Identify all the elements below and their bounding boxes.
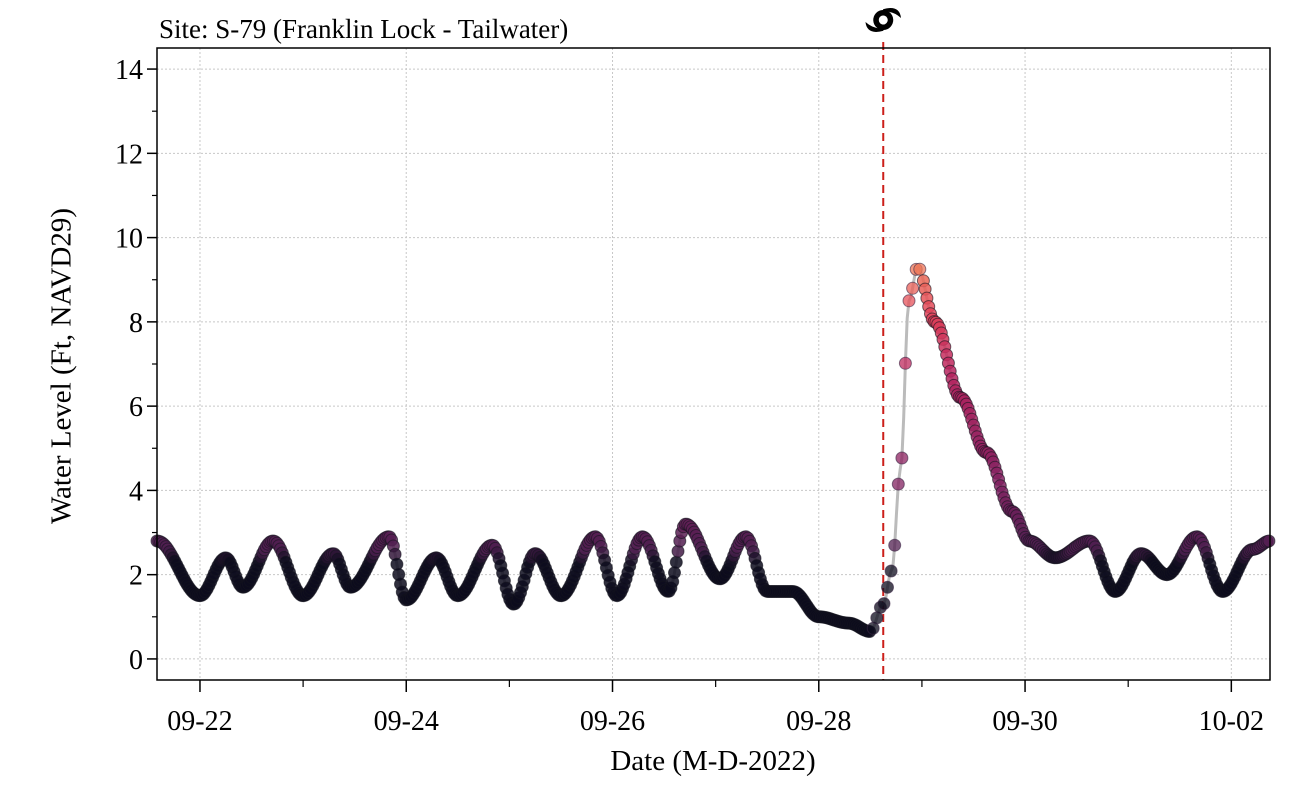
data-point [669, 555, 683, 569]
data-point [1262, 534, 1276, 548]
y-tick-label: 4 [129, 476, 143, 507]
x-tick-label: 09-22 [167, 706, 232, 737]
x-tick-label: 09-30 [992, 706, 1057, 737]
x-tick-label: 09-28 [786, 706, 851, 737]
hurricane-icon [865, 8, 902, 32]
data-point [906, 281, 920, 295]
chart-title: Site: S-79 (Franklin Lock - Tailwater) [159, 14, 569, 44]
data-point [902, 294, 916, 308]
data-point [898, 356, 912, 370]
data-point [884, 564, 898, 578]
y-tick-label: 0 [129, 645, 143, 676]
data-point [888, 538, 902, 552]
data-point [895, 451, 909, 465]
x-tick-label: 09-24 [374, 706, 439, 737]
y-tick-label: 14 [115, 55, 143, 86]
data-point [913, 262, 927, 276]
x-axis-label: Date (M-D-2022) [610, 745, 816, 777]
data-points [150, 262, 1276, 638]
y-axis: 0 2 4 6 8 10 12 14 [115, 55, 157, 676]
data-point [881, 580, 894, 594]
data-point [891, 477, 905, 491]
x-axis: 09-22 09-24 09-26 09-28 09-30 10-02 [167, 680, 1264, 737]
y-tick-label: 6 [129, 392, 143, 423]
x-tick-label: 09-26 [580, 706, 645, 737]
y-axis-label: Water Level (Ft, NAVD29) [45, 207, 78, 525]
y-tick-label: 8 [129, 308, 143, 339]
y-tick-label: 12 [115, 139, 143, 170]
data-point [877, 597, 891, 611]
y-tick-label: 2 [129, 561, 143, 592]
x-tick-label: 10-02 [1199, 706, 1264, 737]
data-point [668, 566, 681, 580]
y-tick-label: 10 [115, 224, 143, 255]
